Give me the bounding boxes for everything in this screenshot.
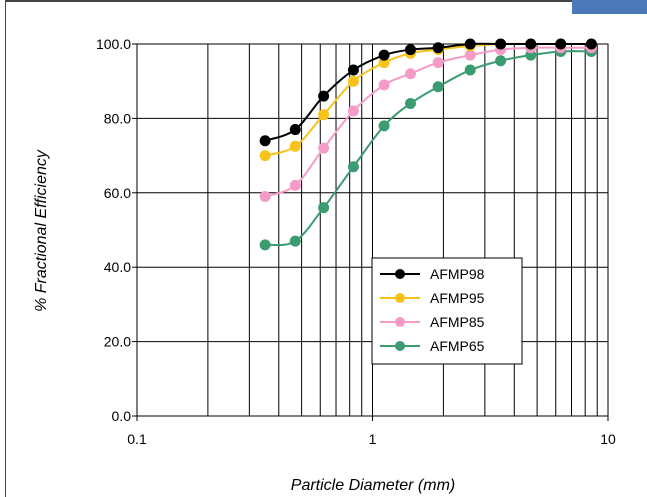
data-point-afmp85 <box>347 105 359 117</box>
data-point-afmp95 <box>259 150 271 162</box>
data-point-afmp65 <box>289 235 301 247</box>
legend-swatch-marker-afmp65 <box>395 341 405 351</box>
corner-tab <box>572 0 647 14</box>
legend-swatch-marker-afmp98 <box>395 269 405 279</box>
legend-label-afmp85: AFMP85 <box>430 314 485 330</box>
data-point-afmp85 <box>318 142 330 154</box>
data-point-afmp98 <box>405 44 417 56</box>
data-point-afmp65 <box>405 98 417 110</box>
data-point-afmp98 <box>347 64 359 76</box>
y-tick-label: 100.0 <box>96 36 131 52</box>
legend-swatch-marker-afmp85 <box>395 317 405 327</box>
data-point-afmp65 <box>495 55 507 67</box>
y-tick-label: 80.0 <box>104 110 131 126</box>
y-tick-label: 20.0 <box>104 334 131 350</box>
y-tick-label: 60.0 <box>104 185 131 201</box>
data-point-afmp65 <box>378 120 390 132</box>
data-point-afmp85 <box>432 57 444 69</box>
y-tick-label: 0.0 <box>112 408 132 424</box>
data-point-afmp85 <box>378 79 390 91</box>
data-point-afmp98 <box>318 90 330 102</box>
data-point-afmp65 <box>259 239 271 251</box>
legend-label-afmp65: AFMP65 <box>430 338 485 354</box>
data-point-afmp98 <box>585 38 597 50</box>
data-point-afmp85 <box>289 179 301 191</box>
y-axis-title: % Fractional Efficiency <box>33 149 50 312</box>
y-tick-label: 40.0 <box>104 259 131 275</box>
legend: AFMP98 AFMP95 AFMP85 AFMP65 <box>371 257 523 365</box>
legend-label-afmp95: AFMP95 <box>430 290 485 306</box>
legend-swatch-marker-afmp95 <box>395 293 405 303</box>
axes: 0.0 20.0 40.0 60.0 80.0 100.0 0.1 1 10 <box>96 36 616 447</box>
data-point-afmp95 <box>289 140 301 152</box>
data-point-afmp98 <box>525 38 537 50</box>
data-point-afmp98 <box>464 38 476 50</box>
data-point-afmp98 <box>432 42 444 54</box>
data-point-afmp98 <box>555 38 567 50</box>
data-point-afmp65 <box>347 161 359 173</box>
data-point-afmp98 <box>495 38 507 50</box>
legend-label-afmp98: AFMP98 <box>430 266 485 282</box>
series-afmp98 <box>259 38 597 147</box>
series-lines <box>259 38 597 251</box>
series-afmp65 <box>259 45 597 251</box>
data-point-afmp95 <box>347 75 359 87</box>
data-point-afmp65 <box>318 202 330 214</box>
data-point-afmp85 <box>464 49 476 61</box>
data-point-afmp98 <box>289 124 301 136</box>
data-point-afmp98 <box>378 49 390 61</box>
data-point-afmp85 <box>259 191 271 203</box>
window-left-border <box>0 0 6 497</box>
x-tick-label: 10 <box>600 431 616 447</box>
data-point-afmp95 <box>318 109 330 121</box>
data-point-afmp98 <box>259 135 271 147</box>
x-axis-title: Particle Diameter (mm) <box>291 477 455 494</box>
data-point-afmp65 <box>464 64 476 76</box>
x-tick-label: 0.1 <box>127 431 147 447</box>
window-top-border <box>0 0 647 2</box>
x-tick-label: 1 <box>369 431 377 447</box>
data-point-afmp65 <box>432 81 444 93</box>
data-point-afmp85 <box>405 68 417 80</box>
